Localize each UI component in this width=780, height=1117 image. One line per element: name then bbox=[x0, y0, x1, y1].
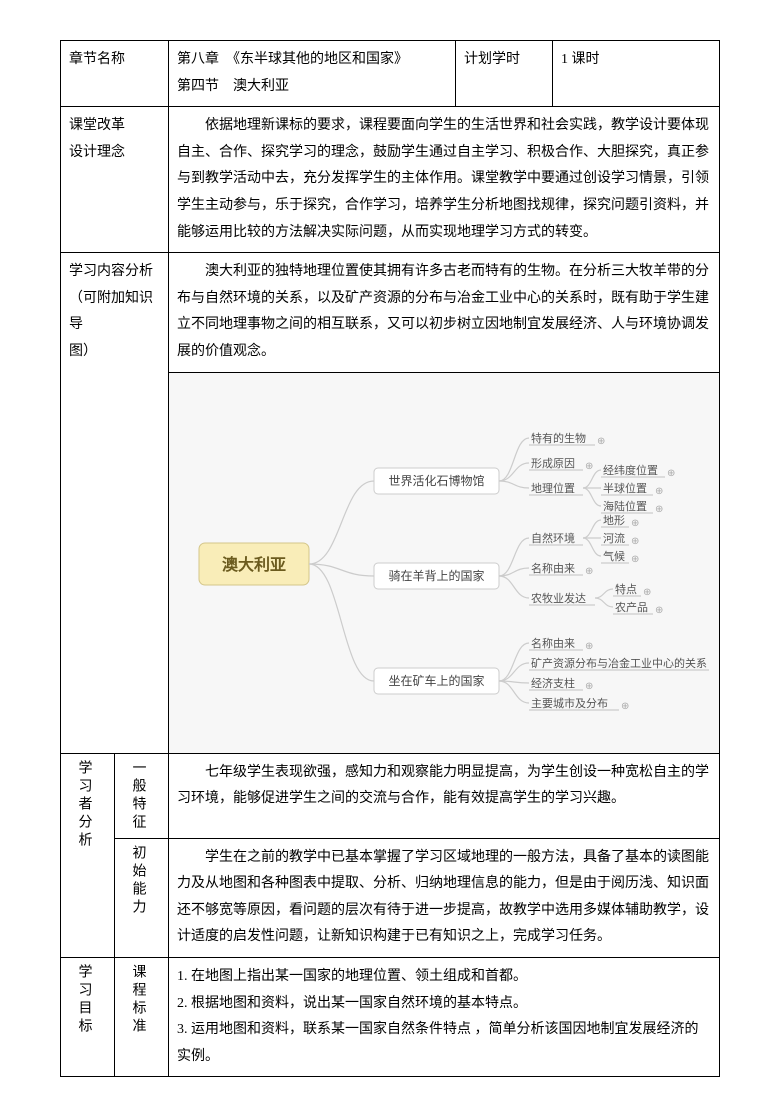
learner-sub-1: 一般特征 bbox=[115, 753, 169, 838]
svg-text:⊕: ⊕ bbox=[597, 436, 605, 447]
learner-text-2: 学生在之前的教学中已基本掌握了学习区域地理的一般方法，具备了基本的读图能力及从地… bbox=[169, 838, 720, 957]
svg-text:形成原因: 形成原因 bbox=[531, 457, 575, 470]
svg-text:农产品: 农产品 bbox=[615, 600, 648, 614]
svg-text:河流: 河流 bbox=[603, 531, 625, 545]
objectives-sub-label: 课程标准 bbox=[115, 957, 169, 1076]
svg-text:地形: 地形 bbox=[603, 514, 625, 527]
svg-text:农牧业发达: 农牧业发达 bbox=[531, 591, 586, 605]
svg-text:骑在羊背上的国家: 骑在羊背上的国家 bbox=[388, 568, 484, 583]
svg-text:主要城市及分布: 主要城市及分布 bbox=[531, 696, 608, 710]
content-analysis-label: 学习内容分析 （可附加知识导 图） bbox=[61, 253, 169, 753]
svg-text:⊕: ⊕ bbox=[585, 681, 593, 692]
svg-text:半球位置: 半球位置 bbox=[603, 481, 647, 495]
lesson-plan-table: 章节名称 第八章 《东半球其他的地区和国家》 第四节 澳大利亚 计划学时 1 课… bbox=[60, 40, 720, 1077]
content-analysis-text: 澳大利亚的独特地理位置使其拥有许多古老而特有的生物。在分析三大牧羊带的分布与自然… bbox=[169, 253, 720, 372]
reform-label: 课堂改革 设计理念 bbox=[61, 107, 169, 253]
learner-sub-2: 初始能力 bbox=[115, 838, 169, 957]
svg-text:⊕: ⊕ bbox=[631, 536, 639, 547]
svg-text:矿产资源分布与冶金工业中心的关系: 矿产资源分布与冶金工业中心的关系 bbox=[531, 656, 707, 670]
svg-text:⊕: ⊕ bbox=[585, 461, 593, 472]
chapter-label: 章节名称 bbox=[61, 41, 169, 107]
svg-text:⊕: ⊕ bbox=[643, 587, 651, 598]
svg-text:特有的生物: 特有的生物 bbox=[531, 431, 586, 445]
mind-map-svg: 澳大利亚 世界活化石博物馆 特有的生物 ⊕ 形成原因 ⊕ 地理位置 经纬度位置 ⊕ 半球位置 ⊕ 海陆… bbox=[179, 383, 709, 743]
svg-text:⊕: ⊕ bbox=[631, 554, 639, 565]
svg-text:⊕: ⊕ bbox=[655, 504, 663, 515]
svg-text:名称由来: 名称由来 bbox=[531, 561, 575, 575]
svg-text:海陆位置: 海陆位置 bbox=[603, 499, 647, 513]
learner-text-1: 七年级学生表现欲强，感知力和观察能力明显提高，为学生创设一种宽松自主的学习环境，… bbox=[169, 753, 720, 838]
objectives-items: 1. 在地图上指出某一国家的地理位置、领土组成和首都。 2. 根据地图和资料，说… bbox=[169, 957, 720, 1076]
svg-text:经济支柱: 经济支柱 bbox=[531, 676, 575, 690]
svg-text:坐在矿车上的国家: 坐在矿车上的国家 bbox=[388, 673, 484, 688]
svg-text:⊕: ⊕ bbox=[655, 605, 663, 616]
svg-text:自然环境: 自然环境 bbox=[531, 531, 575, 545]
svg-text:⊕: ⊕ bbox=[621, 701, 629, 712]
reform-text: 依据地理新课标的要求，课程要面向学生的生活世界和社会实践，教学设计要体现自主、合… bbox=[169, 107, 720, 253]
svg-text:特点: 特点 bbox=[615, 582, 637, 596]
svg-text:⊕: ⊕ bbox=[585, 566, 593, 577]
svg-text:⊕: ⊕ bbox=[631, 518, 639, 529]
svg-text:⊕: ⊕ bbox=[655, 486, 663, 497]
svg-text:经纬度位置: 经纬度位置 bbox=[603, 463, 658, 477]
plan-value: 1 课时 bbox=[553, 41, 720, 107]
chapter-value: 第八章 《东半球其他的地区和国家》 第四节 澳大利亚 bbox=[169, 41, 456, 107]
plan-label: 计划学时 bbox=[456, 41, 553, 107]
svg-text:澳大利亚: 澳大利亚 bbox=[222, 555, 286, 574]
objectives-section-label: 学习目标 bbox=[61, 957, 115, 1076]
svg-text:气候: 气候 bbox=[603, 549, 625, 563]
svg-text:名称由来: 名称由来 bbox=[531, 636, 575, 650]
svg-text:⊕: ⊕ bbox=[667, 468, 675, 479]
svg-text:世界活化石博物馆: 世界活化石博物馆 bbox=[388, 473, 484, 488]
svg-text:⊕: ⊕ bbox=[585, 641, 593, 652]
svg-text:地理位置: 地理位置 bbox=[531, 481, 575, 495]
mind-map-diagram: 澳大利亚 世界活化石博物馆 特有的生物 ⊕ 形成原因 ⊕ 地理位置 经纬度位置 ⊕ 半球位置 ⊕ 海陆… bbox=[169, 373, 719, 753]
learner-section-label: 学习者分析 bbox=[61, 753, 115, 957]
diagram-cell: 澳大利亚 世界活化石博物馆 特有的生物 ⊕ 形成原因 ⊕ 地理位置 经纬度位置 ⊕ 半球位置 ⊕ 海陆… bbox=[169, 372, 720, 753]
